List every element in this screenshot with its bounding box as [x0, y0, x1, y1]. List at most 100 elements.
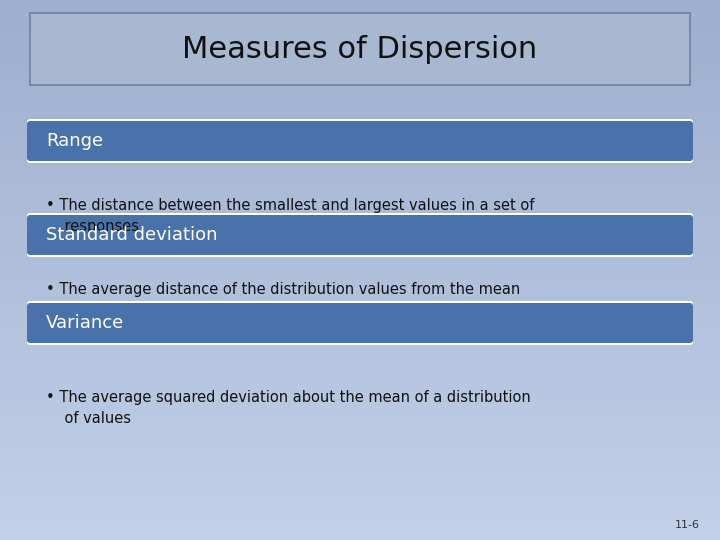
Bar [0, 517, 720, 518]
Bar [0, 320, 720, 322]
Bar [0, 371, 720, 373]
Bar [0, 32, 720, 34]
Bar [0, 339, 720, 340]
Bar [0, 292, 720, 293]
Bar [0, 362, 720, 363]
Bar [0, 106, 720, 108]
Bar [0, 398, 720, 400]
Bar [0, 535, 720, 536]
Bar [0, 450, 720, 452]
Bar [0, 529, 720, 531]
Bar [0, 421, 720, 423]
Bar [0, 228, 720, 231]
Bar [0, 501, 720, 502]
Bar [0, 428, 720, 430]
Bar [0, 434, 720, 436]
Bar [0, 133, 720, 135]
Bar [0, 113, 720, 115]
Bar [0, 486, 720, 488]
Bar [0, 495, 720, 497]
Bar [0, 382, 720, 383]
Bar [0, 403, 720, 405]
Bar [0, 329, 720, 331]
Bar [0, 45, 720, 47]
Bar [0, 463, 720, 464]
Bar [0, 225, 720, 227]
Bar [0, 281, 720, 282]
Bar [0, 194, 720, 196]
Bar [0, 47, 720, 49]
Bar [0, 515, 720, 517]
Bar [0, 479, 720, 481]
Bar [0, 146, 720, 147]
Bar [0, 158, 720, 160]
Bar [0, 153, 720, 155]
Bar [0, 43, 720, 45]
Bar [0, 201, 720, 204]
Bar [0, 23, 720, 25]
Text: • The distance between the smallest and largest values in a set of
    responses: • The distance between the smallest and … [46, 198, 534, 234]
Bar [0, 9, 720, 11]
FancyBboxPatch shape [27, 119, 693, 163]
Bar [0, 2, 720, 4]
Bar [0, 490, 720, 491]
Bar [0, 56, 720, 58]
FancyBboxPatch shape [27, 213, 693, 257]
Bar [0, 241, 720, 243]
Bar [0, 178, 720, 180]
Bar [0, 441, 720, 443]
Bar [0, 313, 720, 315]
Bar [0, 42, 720, 43]
Bar [0, 444, 720, 447]
Bar [0, 335, 720, 336]
Bar [0, 261, 720, 263]
Bar [0, 164, 720, 166]
Bar [0, 322, 720, 324]
Bar [0, 447, 720, 448]
Bar [0, 196, 720, 198]
Bar [0, 288, 720, 290]
Bar [0, 279, 720, 281]
Bar [0, 101, 720, 103]
Bar [0, 247, 720, 248]
Bar [0, 180, 720, 182]
Bar [0, 61, 720, 63]
Bar [0, 470, 720, 471]
Bar [0, 117, 720, 119]
Bar [0, 120, 720, 123]
Bar [0, 274, 720, 275]
Bar [0, 290, 720, 292]
Bar [0, 308, 720, 309]
Bar [0, 420, 720, 421]
Bar [0, 389, 720, 390]
Bar [0, 295, 720, 297]
Bar [0, 464, 720, 466]
Bar [0, 255, 720, 258]
Bar [0, 174, 720, 177]
Bar [0, 7, 720, 9]
Bar [0, 173, 720, 174]
Bar [0, 39, 720, 42]
Bar [0, 498, 720, 501]
Bar [0, 198, 720, 200]
Bar [0, 380, 720, 382]
Bar [0, 342, 720, 344]
Bar [0, 90, 720, 92]
Bar [0, 477, 720, 479]
Bar [0, 66, 720, 69]
Bar [0, 234, 720, 236]
Bar [0, 204, 720, 205]
Bar [0, 212, 720, 214]
Bar [0, 185, 720, 187]
Text: Measures of Dispersion: Measures of Dispersion [182, 35, 538, 64]
Bar [0, 286, 720, 288]
Bar [0, 4, 720, 5]
Bar [0, 525, 720, 528]
Bar [0, 238, 720, 239]
Bar [0, 131, 720, 133]
Bar [0, 236, 720, 238]
Text: • The average squared deviation about the mean of a distribution
    of values: • The average squared deviation about th… [46, 390, 531, 426]
Bar [0, 355, 720, 356]
Bar [0, 54, 720, 56]
Bar [0, 29, 720, 31]
